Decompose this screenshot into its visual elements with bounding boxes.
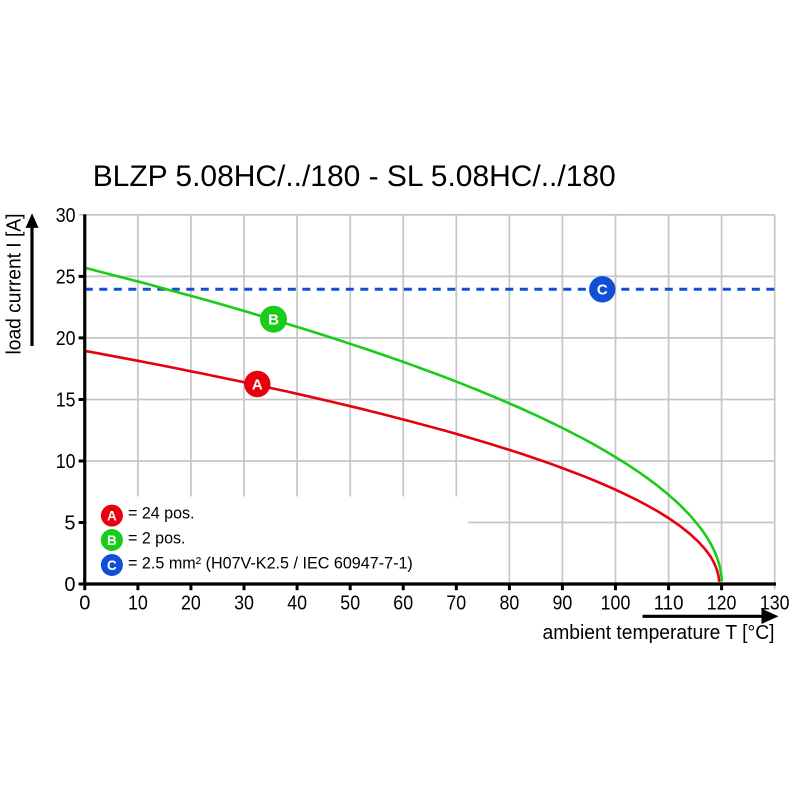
svg-text:15: 15 [56,390,76,412]
svg-text:30: 30 [56,205,76,227]
svg-text:120: 120 [707,593,737,615]
svg-text:B: B [268,312,279,329]
svg-text:10: 10 [128,593,148,615]
svg-text:70: 70 [446,593,466,615]
svg-text:60: 60 [393,593,413,615]
svg-text:10: 10 [56,451,76,473]
svg-text:ambient temperature T [°C]: ambient temperature T [°C] [543,622,775,644]
svg-text:90: 90 [553,593,573,615]
svg-text:25: 25 [56,267,76,289]
svg-text:30: 30 [234,593,254,615]
svg-text:= 2.5 mm² (H07V-K2.5 / IEC 609: = 2.5 mm² (H07V-K2.5 / IEC 60947-7-1) [128,555,413,573]
svg-text:= 2 pos.: = 2 pos. [128,530,186,548]
svg-text:80: 80 [500,593,520,615]
svg-text:130: 130 [760,593,790,615]
svg-text:50: 50 [340,593,360,615]
svg-text:5: 5 [64,513,75,535]
svg-text:A: A [252,376,263,393]
svg-text:110: 110 [654,593,684,615]
svg-text:0: 0 [64,574,75,596]
svg-text:20: 20 [56,328,76,350]
svg-text:= 24 pos.: = 24 pos. [128,505,195,523]
svg-text:BLZP 5.08HC/../180 - SL 5.08HC: BLZP 5.08HC/../180 - SL 5.08HC/../180 [93,160,616,193]
svg-text:C: C [597,282,608,299]
svg-text:0: 0 [79,593,90,615]
svg-text:A: A [107,509,117,524]
svg-text:100: 100 [601,593,631,615]
svg-text:C: C [107,558,117,573]
svg-text:load current I [A]: load current I [A] [4,214,26,355]
svg-text:B: B [107,533,117,548]
svg-text:20: 20 [181,593,201,615]
svg-text:40: 40 [287,593,307,615]
